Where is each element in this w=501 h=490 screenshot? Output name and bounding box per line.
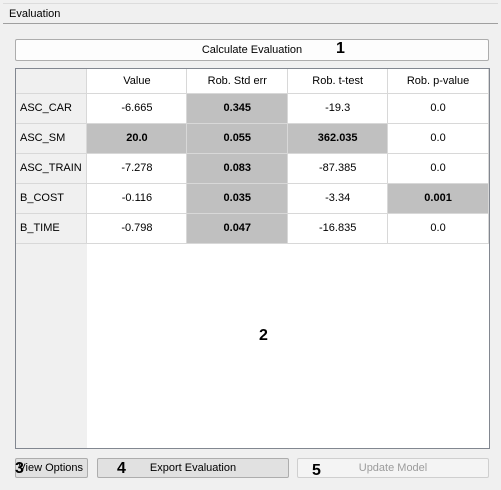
column-header-value[interactable]: Value (86, 69, 188, 94)
table-cell[interactable]: 0.0 (387, 213, 489, 244)
table-cell-highlighted[interactable]: 0.345 (186, 93, 289, 124)
update-model-label: Update Model (358, 462, 428, 474)
table-row: ASC_TRAIN -7.278 0.083 -87.385 0.0 (16, 153, 489, 184)
export-evaluation-label: Export Evaluation (149, 462, 237, 474)
row-header-asc-car[interactable]: ASC_CAR (16, 93, 88, 124)
table-cell-highlighted[interactable]: 362.035 (287, 123, 389, 154)
table-row: B_COST -0.116 0.035 -3.34 0.001 (16, 183, 489, 214)
results-table[interactable]: Value Rob. Std err Rob. t-test Rob. p-va… (15, 68, 490, 449)
column-header-rob-p-value[interactable]: Rob. p-value (387, 69, 489, 94)
table-cell[interactable]: -6.665 (86, 93, 188, 124)
update-model-button[interactable]: Update Model (297, 458, 489, 478)
row-header-asc-sm[interactable]: ASC_SM (16, 123, 88, 154)
column-header-rob-t-test[interactable]: Rob. t-test (287, 69, 389, 94)
export-evaluation-button[interactable]: Export Evaluation (97, 458, 289, 478)
annotation-number-4: 4 (117, 460, 126, 477)
view-options-button[interactable]: View Options (15, 458, 88, 478)
table-cell[interactable]: 0.0 (387, 93, 489, 124)
annotation-number-5: 5 (312, 462, 321, 479)
results-grid: Value Rob. Std err Rob. t-test Rob. p-va… (16, 69, 489, 244)
row-header-asc-train[interactable]: ASC_TRAIN (16, 153, 88, 184)
row-header-b-cost[interactable]: B_COST (16, 183, 88, 214)
table-row: B_TIME -0.798 0.047 -16.835 0.0 (16, 213, 489, 244)
table-cell-highlighted[interactable]: 0.055 (186, 123, 289, 154)
table-cell[interactable]: -16.835 (287, 213, 389, 244)
table-cell[interactable]: -0.116 (86, 183, 188, 214)
table-row: ASC_SM 20.0 0.055 362.035 0.0 (16, 123, 489, 154)
annotation-number-3: 3 (15, 460, 24, 477)
table-row: ASC_CAR -6.665 0.345 -19.3 0.0 (16, 93, 489, 124)
table-cell-highlighted[interactable]: 0.035 (186, 183, 289, 214)
table-cell[interactable]: -7.278 (86, 153, 188, 184)
table-cell[interactable]: -0.798 (86, 213, 188, 244)
table-cell[interactable]: -3.34 (287, 183, 389, 214)
row-header-b-time[interactable]: B_TIME (16, 213, 88, 244)
table-cell[interactable]: 0.0 (387, 153, 489, 184)
window-title-bar: Evaluation (3, 3, 498, 24)
annotation-number-1: 1 (336, 40, 345, 57)
table-header-row: Value Rob. Std err Rob. t-test Rob. p-va… (16, 69, 489, 94)
calculate-evaluation-button[interactable]: Calculate Evaluation (15, 39, 489, 61)
window-title: Evaluation (9, 8, 61, 20)
table-cell-highlighted[interactable]: 0.047 (186, 213, 289, 244)
table-cell[interactable]: 0.0 (387, 123, 489, 154)
table-cell[interactable]: -87.385 (287, 153, 389, 184)
table-cell-highlighted[interactable]: 0.001 (387, 183, 489, 214)
table-corner (16, 69, 88, 94)
calculate-evaluation-label: Calculate Evaluation (201, 44, 303, 56)
table-cell[interactable]: -19.3 (287, 93, 389, 124)
annotation-number-2: 2 (259, 327, 268, 344)
table-cell-highlighted[interactable]: 20.0 (86, 123, 188, 154)
table-cell-highlighted[interactable]: 0.083 (186, 153, 289, 184)
column-header-rob-std-err[interactable]: Rob. Std err (186, 69, 289, 94)
view-options-label: View Options (18, 462, 83, 474)
